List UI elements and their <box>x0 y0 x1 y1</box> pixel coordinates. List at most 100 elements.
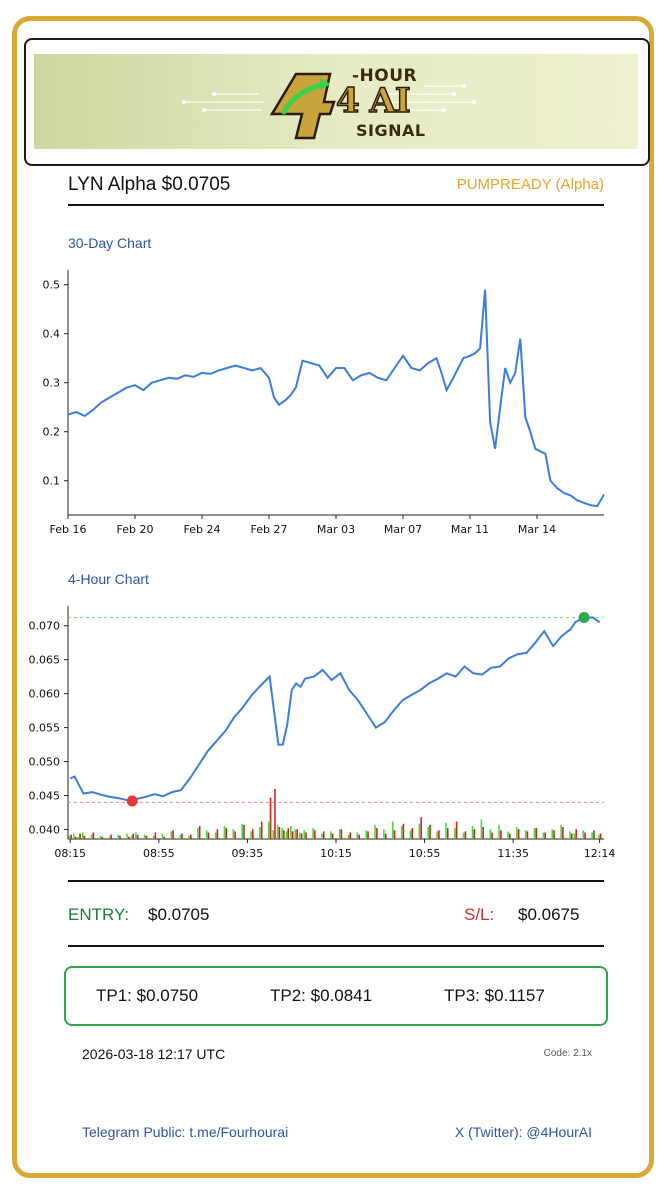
volume-bar-sell <box>283 830 285 839</box>
volume-bar-sell <box>74 836 77 839</box>
volume-bar-sell <box>260 821 263 839</box>
volume-bar-sell <box>119 835 121 839</box>
x-tick-label: Mar 03 <box>317 523 355 536</box>
volume-bar-buy <box>418 823 421 839</box>
volume-bar-sell <box>482 827 484 839</box>
volume-bar-sell <box>553 830 555 839</box>
volume-bar-buy <box>214 832 217 839</box>
volume-bar-sell <box>274 789 276 839</box>
entry-value: $0.0705 <box>148 905 210 924</box>
code-version: Code: 2.1x <box>543 1048 592 1059</box>
volume-bar-buy <box>267 821 270 839</box>
low-marker <box>126 795 138 807</box>
volume-bar-sell <box>132 833 135 839</box>
banner-logo: -HOUR 4 AI SIGNAL <box>34 54 638 149</box>
volume-bar-sell <box>198 825 201 839</box>
chart-30-day: 0.1 0.2 0.3 0.4 0.5 Feb 16 Feb 20 Feb 24 Feb 27 M… <box>43 270 605 536</box>
y-tick-label: 0.040 <box>29 823 61 836</box>
circuit-decoration <box>182 72 476 140</box>
volume-bar-buy <box>259 827 261 839</box>
volume-bar-buy <box>68 835 71 839</box>
volume-bar-buy <box>179 834 181 839</box>
volume-bar-sell <box>296 829 298 839</box>
volume-bar-buy <box>591 832 593 839</box>
volume-bar-buy <box>321 833 323 839</box>
logo-signal-text: SIGNAL <box>356 121 426 140</box>
volume-bar-sell <box>190 834 192 839</box>
x-tick-label: Mar 14 <box>518 523 556 536</box>
volume-bar-buy <box>533 828 536 839</box>
volume-bar-buy <box>294 829 297 839</box>
targets-box <box>64 966 608 1026</box>
volume-bar-sell <box>367 831 369 839</box>
volume-bar-buy <box>560 824 562 839</box>
volume-bar-buy <box>507 831 509 839</box>
volume-bar-buy <box>582 830 585 839</box>
volume-bar-sell <box>500 830 502 839</box>
volume-bar-buy <box>205 830 208 839</box>
volume-bar-sell <box>584 832 586 839</box>
volume-bar-buy <box>573 833 576 839</box>
x-tick-label: Feb 16 <box>50 523 87 536</box>
volume-bar-buy <box>232 829 235 839</box>
volume-bar-buy <box>471 825 474 839</box>
logo-hour-text: -HOUR <box>352 66 418 86</box>
volume-bar-sell <box>446 828 449 839</box>
y-tick-label: 0.050 <box>29 756 61 769</box>
volume-bar-sell <box>491 832 493 839</box>
volume-bar-buy <box>391 821 394 839</box>
volume-bar-buy <box>126 833 128 839</box>
volume-bar-buy <box>135 832 137 839</box>
entry-label: ENTRY: <box>68 905 130 924</box>
volume-bar-sell <box>544 832 546 839</box>
signal-card-frame <box>12 16 654 1178</box>
volume-bar-sell <box>225 828 228 839</box>
price-series-line <box>69 616 601 803</box>
volume-bar-buy <box>427 827 430 839</box>
volume-bar-buy <box>117 834 119 839</box>
volume-bar-sell <box>101 836 104 839</box>
chart4h-title: 4-Hour Chart <box>68 571 149 587</box>
volume-bar-buy <box>462 832 465 839</box>
volume-bar-sell <box>110 834 112 839</box>
volume-bar-sell <box>393 830 396 839</box>
volume-bar-sell <box>128 836 130 839</box>
volume-bar-buy <box>454 828 456 839</box>
volume-bar-sell <box>526 831 529 839</box>
entry-marker <box>578 612 590 624</box>
volume-bar-buy <box>143 834 146 839</box>
price-series-line <box>67 289 605 508</box>
volume-bar-sell <box>455 821 458 839</box>
x-tick-label: 10:15 <box>320 847 352 860</box>
x-tick-label: Feb 24 <box>184 523 221 536</box>
volume-bar-sell <box>358 834 360 839</box>
volume-bar-buy <box>338 829 341 839</box>
volume-bar-sell <box>535 828 538 839</box>
volume-bar-sell <box>517 829 520 839</box>
volume-bar-buy <box>272 830 274 839</box>
x-tick-label: Mar 07 <box>384 523 422 536</box>
volume-bar-buy <box>241 823 243 839</box>
volume-bar-buy <box>347 834 350 839</box>
x-tick-label: 11:35 <box>497 847 529 860</box>
volume-bar-sell <box>181 833 183 839</box>
twitter-link[interactable]: X (Twitter): @4HourAI <box>454 1124 592 1140</box>
volume-bar-buy <box>383 829 385 839</box>
volume-bar-sell <box>252 829 254 839</box>
volume-bar-sell <box>340 829 343 839</box>
volume-bar-buy <box>73 833 75 839</box>
volume-bar-buy <box>480 819 483 839</box>
volume-bar-sell <box>593 830 595 839</box>
volume-bar-buy <box>312 828 314 839</box>
volume-bar-buy <box>290 825 292 839</box>
volume-bar-sell <box>136 834 139 839</box>
volume-bar-sell <box>322 831 325 839</box>
telegram-link[interactable]: Telegram Public: t.me/Fourhourai <box>82 1124 289 1140</box>
volume-bar-sell <box>300 833 303 839</box>
volume-bar-sell <box>234 831 236 839</box>
volume-bar-buy <box>400 825 403 839</box>
volume-bar-sell <box>331 833 334 839</box>
volume-bar-sell <box>216 829 219 839</box>
volume-bar-sell <box>154 832 157 839</box>
target-2: TP2: $0.0841 <box>270 986 373 1005</box>
